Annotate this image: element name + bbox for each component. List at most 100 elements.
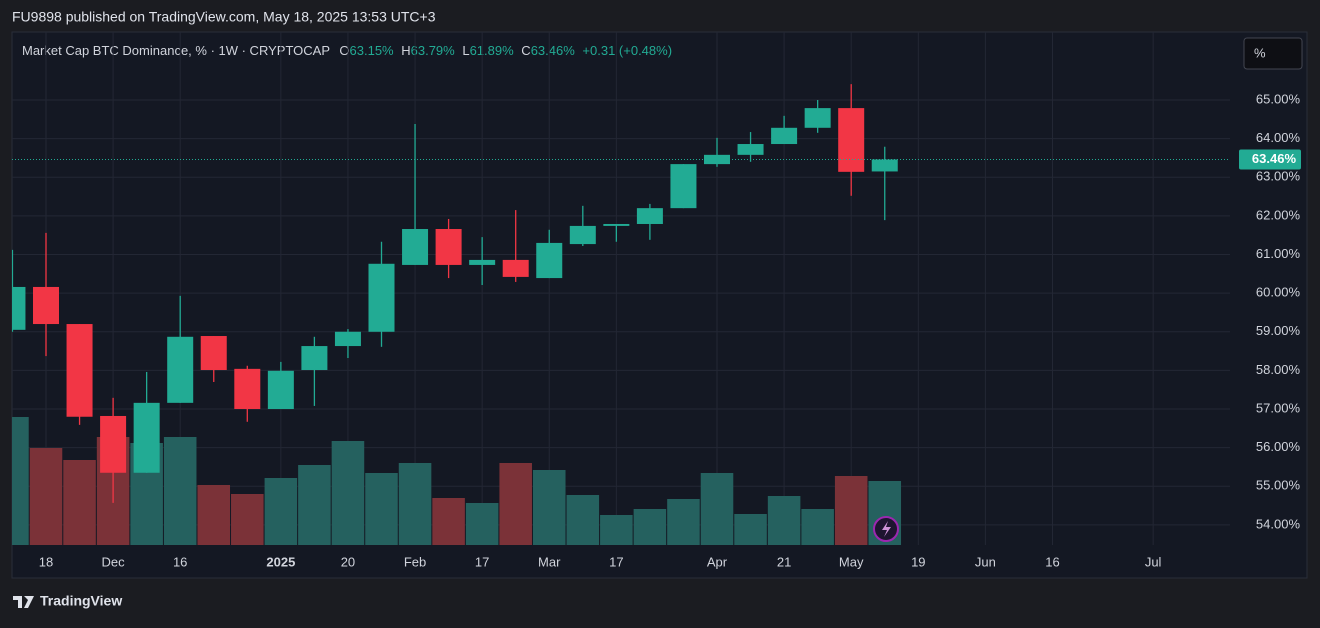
candle-body	[368, 263, 395, 332]
volume-bar	[298, 465, 331, 545]
x-tick-label: Mar	[538, 554, 561, 569]
candle-body	[133, 402, 160, 473]
y-tick-label: 56.00%	[1256, 439, 1301, 454]
candle-body	[670, 164, 697, 209]
volume-bar	[197, 485, 231, 545]
high-key: H	[401, 43, 410, 58]
y-tick-label: 65.00%	[1256, 91, 1301, 106]
open-key: O	[339, 43, 349, 58]
volume-bar	[734, 514, 767, 545]
volume-bar	[63, 460, 96, 545]
x-tick-label: 18	[39, 554, 53, 569]
volume-bar	[163, 437, 197, 545]
y-tick-label: 57.00%	[1256, 400, 1301, 415]
volume-bar	[667, 499, 700, 545]
volume-bar	[465, 503, 499, 545]
x-tick-label: Apr	[707, 554, 728, 569]
candle-body	[402, 229, 429, 265]
candle-body	[334, 331, 361, 347]
scale-button-label[interactable]: %	[1254, 45, 1266, 60]
candle-body	[33, 286, 59, 325]
x-tick-label: 2025	[266, 554, 295, 569]
candle-body	[469, 259, 496, 265]
plot	[12, 32, 1230, 545]
candle-body	[167, 336, 194, 403]
candle-body	[871, 159, 898, 172]
x-tick-label: Dec	[102, 554, 126, 569]
x-tick-label: Jul	[1145, 554, 1162, 569]
volume-bar	[600, 515, 633, 545]
y-tick-label: 58.00%	[1256, 362, 1301, 377]
low: 61.89%	[470, 43, 515, 58]
candle-body	[301, 346, 328, 371]
legend: Market Cap BTC Dominance, % · 1W · CRYPT…	[22, 43, 672, 58]
x-tick-label: 17	[475, 554, 489, 569]
close-key: C	[521, 43, 530, 58]
x-tick-label: 20	[341, 554, 355, 569]
candle-body	[536, 242, 563, 279]
event-icon-bolt	[882, 521, 891, 537]
volume-bar	[633, 509, 667, 545]
volume-bar	[365, 473, 398, 545]
footer-logo	[13, 596, 34, 608]
volume-bar	[499, 463, 532, 545]
volume-bar	[566, 495, 600, 545]
candle-body	[636, 208, 663, 224]
y-tick-label: 62.00%	[1256, 207, 1301, 222]
candle-body	[12, 286, 26, 330]
volume-bar	[801, 509, 834, 545]
candle-body	[502, 259, 529, 277]
volume-bar	[331, 441, 365, 545]
volume-bar	[700, 473, 734, 545]
last-price-box	[1239, 149, 1301, 170]
candle-body	[66, 324, 93, 417]
x-tick-label: May	[839, 554, 864, 569]
candle-body	[234, 368, 261, 410]
candle-body	[737, 144, 764, 155]
open: 63.15%	[350, 43, 395, 58]
volume-bar	[834, 476, 868, 545]
candle-body	[435, 229, 462, 265]
y-tick-label: 60.00%	[1256, 285, 1301, 300]
x-tick-label: Feb	[404, 554, 426, 569]
volume-bar	[29, 448, 63, 545]
y-tick-label: 63.00%	[1256, 169, 1301, 184]
close: 63.46%	[531, 43, 576, 58]
scale-button[interactable]	[1243, 37, 1303, 70]
volume-bar	[398, 463, 432, 545]
volume-bar	[532, 470, 566, 545]
volume-bar	[767, 496, 801, 545]
y-tick-label: 54.00%	[1256, 516, 1301, 531]
volume-bar	[231, 494, 264, 545]
x-tick-label: 16	[173, 554, 187, 569]
candle-body	[200, 336, 227, 371]
x-tick-label: 16	[1045, 554, 1059, 569]
y-tick-label: 55.00%	[1256, 478, 1301, 493]
candle-body	[603, 223, 630, 226]
volume-bar	[264, 478, 298, 545]
y-tick-label: 61.00%	[1256, 246, 1301, 261]
volume-bar	[432, 498, 465, 545]
symbol: Market Cap BTC Dominance, % · 1W · CRYPT…	[22, 43, 330, 58]
candle-body	[100, 415, 127, 473]
change: +0.31 (+0.48%)	[582, 43, 672, 58]
y-tick-label: 59.00%	[1256, 323, 1301, 338]
candle-body	[569, 225, 596, 245]
candle-body	[267, 370, 294, 410]
x-tick-label: 19	[911, 554, 925, 569]
candle-body	[771, 127, 798, 145]
last-price-label: 63.46%	[1252, 151, 1297, 166]
y-tick-label: 64.00%	[1256, 130, 1301, 145]
footer-brand: TradingView	[40, 593, 122, 609]
low-key: L	[462, 43, 469, 58]
candle-body	[838, 108, 865, 172]
x-tick-label: 21	[777, 554, 791, 569]
x-tick-label: 17	[609, 554, 623, 569]
high: 63.79%	[411, 43, 456, 58]
volume-bar	[12, 417, 29, 545]
publisher-line: FU9898 published on TradingView.com, May…	[12, 9, 436, 25]
axes: 54.00% 55.00% 56.00% 57.00% 58.00% 59.00% 60.0…	[39, 91, 1301, 569]
x-tick-label: Jun	[975, 554, 996, 569]
candle-body	[804, 108, 831, 128]
